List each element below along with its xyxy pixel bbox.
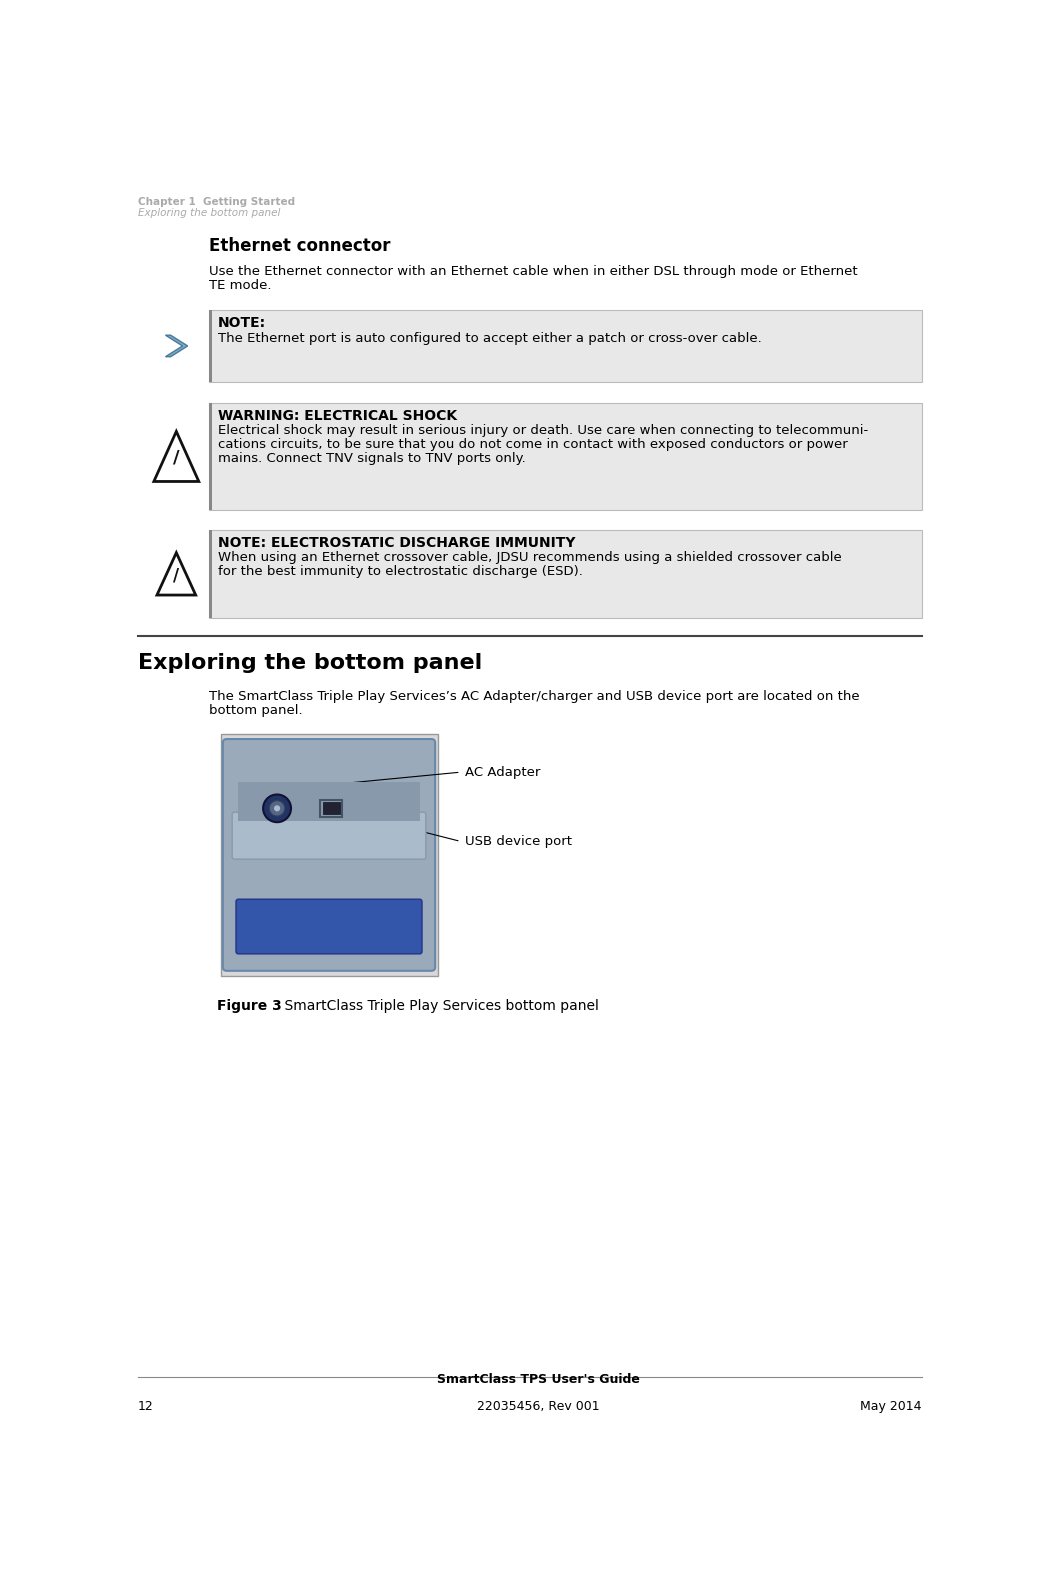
Text: cations circuits, to be sure that you do not come in contact with exposed conduc: cations circuits, to be sure that you do… xyxy=(219,437,848,452)
Text: for the best immunity to electrostatic discharge (ESD).: for the best immunity to electrostatic d… xyxy=(219,564,583,579)
Text: Exploring the bottom panel: Exploring the bottom panel xyxy=(138,208,280,218)
FancyBboxPatch shape xyxy=(323,803,339,814)
Text: NOTE: ELECTROSTATIC DISCHARGE IMMUNITY: NOTE: ELECTROSTATIC DISCHARGE IMMUNITY xyxy=(219,536,576,550)
Text: Use the Ethernet connector with an Ethernet cable when in either DSL through mod: Use the Ethernet connector with an Ether… xyxy=(209,266,858,278)
Text: Figure 3: Figure 3 xyxy=(217,999,282,1013)
Circle shape xyxy=(263,795,291,822)
Text: bottom panel.: bottom panel. xyxy=(209,704,303,717)
Text: USB device port: USB device port xyxy=(465,835,572,847)
Text: Ethernet connector: Ethernet connector xyxy=(209,237,390,254)
Polygon shape xyxy=(165,335,188,356)
FancyBboxPatch shape xyxy=(223,739,435,971)
FancyBboxPatch shape xyxy=(209,402,922,510)
Text: Chapter 1  Getting Started: Chapter 1 Getting Started xyxy=(138,197,294,207)
Text: The SmartClass Triple Play Services’s AC Adapter/charger and USB device port are: The SmartClass Triple Play Services’s AC… xyxy=(209,690,860,703)
Text: Exploring the bottom panel: Exploring the bottom panel xyxy=(138,653,481,673)
Text: When using an Ethernet crossover cable, JDSU recommends using a shielded crossov: When using an Ethernet crossover cable, … xyxy=(219,552,842,564)
Text: mains. Connect TNV signals to TNV ports only.: mains. Connect TNV signals to TNV ports … xyxy=(219,452,526,464)
FancyBboxPatch shape xyxy=(209,310,922,382)
Text: SmartClass Triple Play Services bottom panel: SmartClass Triple Play Services bottom p… xyxy=(267,999,599,1013)
Text: 22035456, Rev 001: 22035456, Rev 001 xyxy=(477,1399,600,1412)
FancyBboxPatch shape xyxy=(209,402,212,510)
Text: WARNING: ELECTRICAL SHOCK: WARNING: ELECTRICAL SHOCK xyxy=(219,409,457,423)
Text: TE mode.: TE mode. xyxy=(209,280,271,293)
Text: /: / xyxy=(173,566,180,585)
FancyBboxPatch shape xyxy=(209,310,212,382)
FancyBboxPatch shape xyxy=(209,529,212,619)
Text: Electrical shock may result in serious injury or death. Use care when connecting: Electrical shock may result in serious i… xyxy=(219,425,868,437)
FancyBboxPatch shape xyxy=(209,529,922,619)
Text: May 2014: May 2014 xyxy=(861,1399,922,1412)
Text: The Ethernet port is auto configured to accept either a patch or cross-over cabl: The Ethernet port is auto configured to … xyxy=(219,332,762,345)
FancyBboxPatch shape xyxy=(321,800,343,817)
FancyBboxPatch shape xyxy=(239,782,419,820)
FancyBboxPatch shape xyxy=(221,733,437,976)
FancyBboxPatch shape xyxy=(236,900,423,954)
Text: NOTE:: NOTE: xyxy=(219,316,266,331)
Text: SmartClass TPS User's Guide: SmartClass TPS User's Guide xyxy=(437,1372,640,1386)
Text: 12: 12 xyxy=(138,1399,153,1412)
Polygon shape xyxy=(153,431,199,482)
Text: AC Adapter: AC Adapter xyxy=(465,766,540,779)
Circle shape xyxy=(269,801,285,816)
Circle shape xyxy=(274,805,281,811)
Text: /: / xyxy=(173,448,180,467)
Polygon shape xyxy=(157,553,195,595)
FancyBboxPatch shape xyxy=(232,812,426,859)
